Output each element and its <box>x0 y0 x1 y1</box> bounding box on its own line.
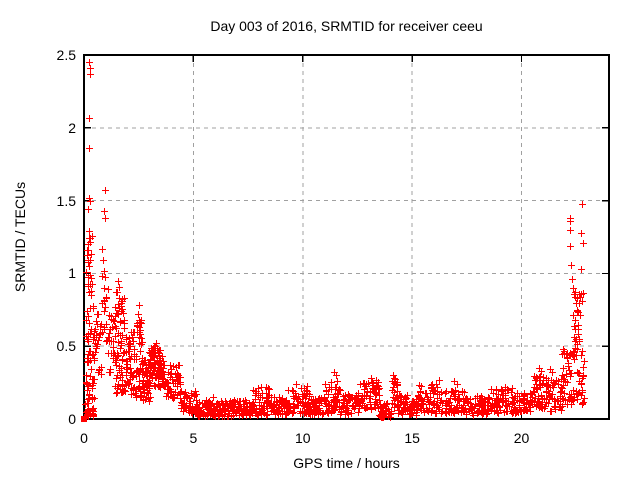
scatter-points <box>82 59 588 421</box>
y-tick-label: 2 <box>68 119 76 136</box>
chart-title: Day 003 of 2016, SRMTID for receiver cee… <box>210 18 483 34</box>
x-tick-label: 20 <box>513 430 530 446</box>
y-tick-label: 0 <box>68 411 76 427</box>
y-tick-label: 1.5 <box>56 192 76 209</box>
y-tick-label: 0.5 <box>56 338 76 355</box>
x-tick-label: 10 <box>294 430 311 446</box>
origin-point-marker <box>81 416 87 422</box>
x-tick-label: 0 <box>80 430 88 446</box>
y-tick-label: 1 <box>68 265 76 282</box>
x-tick-label: 5 <box>189 430 198 446</box>
y-tick-label: 2.5 <box>56 47 76 63</box>
x-axis-label: GPS time / hours <box>293 455 400 471</box>
x-tick-label: 15 <box>404 430 420 446</box>
plot-border <box>83 54 610 420</box>
